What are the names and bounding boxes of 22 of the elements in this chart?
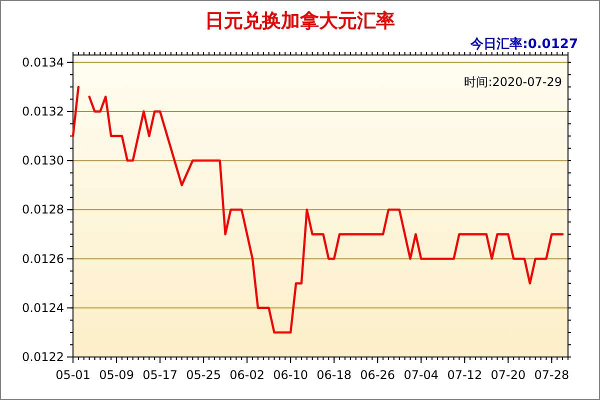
x-tick-label: 06-26 bbox=[360, 368, 396, 382]
x-tick-label: 06-02 bbox=[230, 368, 265, 382]
y-tick-label: 0.0132 bbox=[22, 104, 64, 118]
x-tick-label: 07-04 bbox=[404, 368, 439, 382]
chart-title: 日元兑换加拿大元汇率 bbox=[205, 10, 395, 32]
x-tick-label: 07-12 bbox=[447, 368, 482, 382]
x-tick-label: 05-01 bbox=[56, 368, 90, 382]
y-tick-label: 0.0126 bbox=[22, 252, 64, 266]
text: 今日汇率:0.0127 bbox=[470, 36, 578, 52]
y-tick-label: 0.0130 bbox=[22, 154, 64, 168]
x-tick-label: 07-20 bbox=[490, 368, 526, 382]
y-tick-label: 0.0134 bbox=[22, 55, 64, 70]
x-tick-label: 05-17 bbox=[142, 368, 178, 382]
x-tick-label: 05-09 bbox=[99, 368, 134, 382]
x-tick-label: 05-25 bbox=[186, 368, 221, 382]
x-tick-label: 07-28 bbox=[534, 368, 570, 382]
x-tick-label: 06-18 bbox=[316, 368, 352, 382]
y-tick-label: 0.0122 bbox=[22, 350, 64, 364]
y-tick-label: 0.0124 bbox=[22, 300, 64, 315]
x-tick-label: 06-10 bbox=[273, 368, 308, 382]
annotation: 时间:2020-07-29 bbox=[464, 75, 562, 89]
y-tick-label: 0.0128 bbox=[22, 202, 64, 217]
